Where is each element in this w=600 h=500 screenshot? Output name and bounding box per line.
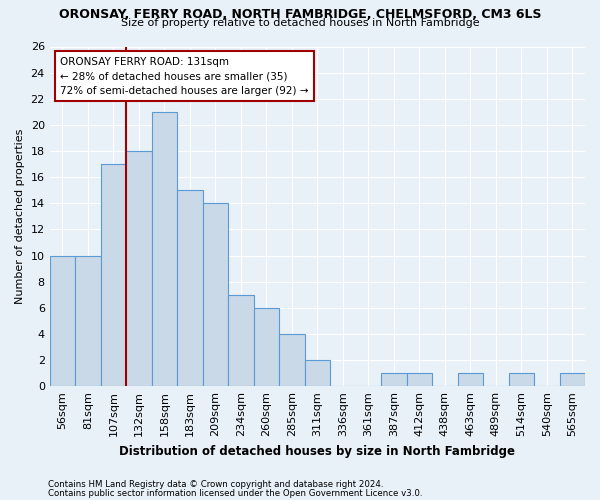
Bar [101,164,126,386]
Bar [50,256,75,386]
Bar [126,151,152,386]
Bar [509,373,534,386]
Text: Contains public sector information licensed under the Open Government Licence v3: Contains public sector information licen… [48,488,422,498]
X-axis label: Distribution of detached houses by size in North Fambridge: Distribution of detached houses by size … [119,444,515,458]
Bar [279,334,305,386]
Y-axis label: Number of detached properties: Number of detached properties [15,128,25,304]
Bar [458,373,483,386]
Bar [254,308,279,386]
Text: Size of property relative to detached houses in North Fambridge: Size of property relative to detached ho… [121,18,479,28]
Bar [152,112,177,386]
Text: Contains HM Land Registry data © Crown copyright and database right 2024.: Contains HM Land Registry data © Crown c… [48,480,383,489]
Bar [203,204,228,386]
Bar [305,360,330,386]
Text: ORONSAY FERRY ROAD: 131sqm
← 28% of detached houses are smaller (35)
72% of semi: ORONSAY FERRY ROAD: 131sqm ← 28% of deta… [61,56,309,96]
Bar [177,190,203,386]
Bar [228,294,254,386]
Bar [560,373,585,386]
Bar [407,373,432,386]
Bar [75,256,101,386]
Text: ORONSAY, FERRY ROAD, NORTH FAMBRIDGE, CHELMSFORD, CM3 6LS: ORONSAY, FERRY ROAD, NORTH FAMBRIDGE, CH… [59,8,541,20]
Bar [381,373,407,386]
